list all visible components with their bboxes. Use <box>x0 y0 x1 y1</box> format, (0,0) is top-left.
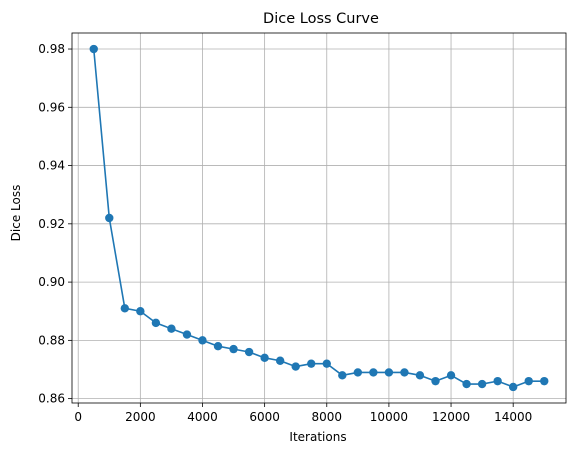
x-tick-label: 14000 <box>494 410 532 424</box>
x-axis-title: Iterations <box>289 430 346 444</box>
data-point-marker <box>369 368 378 377</box>
x-tick-label: 10000 <box>370 410 408 424</box>
data-point-marker <box>105 213 114 223</box>
data-point-marker <box>415 371 425 380</box>
x-tick-label: 12000 <box>432 410 470 424</box>
x-tick-label: 0 <box>74 410 82 424</box>
data-point-marker <box>182 330 192 339</box>
data-point-marker <box>307 359 316 368</box>
data-point-marker <box>338 371 347 380</box>
data-point-marker <box>400 368 409 377</box>
series-line <box>92 48 545 388</box>
data-point-marker <box>120 304 130 313</box>
data-point-marker <box>198 336 207 345</box>
x-tick-label: 6000 <box>249 410 280 424</box>
data-point-marker <box>493 376 502 386</box>
data-point-marker <box>384 368 394 377</box>
data-point-marker <box>213 341 223 351</box>
data-point-marker <box>446 371 456 380</box>
data-point-marker <box>508 382 518 392</box>
x-tick-label: 2000 <box>125 410 156 424</box>
y-tick-label: 0.94 <box>38 159 65 173</box>
plot-frame <box>71 32 567 404</box>
y-tick-label: 0.90 <box>38 275 65 289</box>
data-point-marker <box>89 44 98 54</box>
data-point-marker <box>540 376 549 386</box>
data-point-marker <box>167 324 176 333</box>
data-point-marker <box>136 307 145 316</box>
grid-layer <box>72 33 566 403</box>
data-point-marker <box>275 356 285 365</box>
series-layer <box>89 44 549 392</box>
data-point-marker <box>291 362 300 371</box>
y-tick-label: 0.92 <box>38 217 65 231</box>
data-point-marker <box>524 376 533 386</box>
data-point-marker <box>477 379 487 389</box>
y-tick-label: 0.88 <box>38 333 65 347</box>
data-point-marker <box>229 344 238 354</box>
data-point-marker <box>151 318 161 328</box>
chart-title: Dice Loss Curve <box>263 11 379 27</box>
y-axis-title: Dice Loss <box>9 185 23 242</box>
data-point-marker <box>322 359 331 368</box>
y-tick-label: 0.98 <box>38 42 65 56</box>
y-tick-label: 0.86 <box>38 392 65 406</box>
data-point-marker <box>260 353 269 363</box>
axes-layer: 0 2000 4000 6000 8000 10000 12000 14000 0.86 0.88… <box>38 32 567 424</box>
x-tick-label: 4000 <box>187 410 218 424</box>
data-point-marker <box>462 379 471 389</box>
data-point-marker <box>244 347 254 357</box>
x-tick-label: 8000 <box>311 410 342 424</box>
y-tick-label: 0.96 <box>38 100 65 114</box>
data-point-marker <box>353 368 363 377</box>
data-point-marker <box>431 376 440 386</box>
